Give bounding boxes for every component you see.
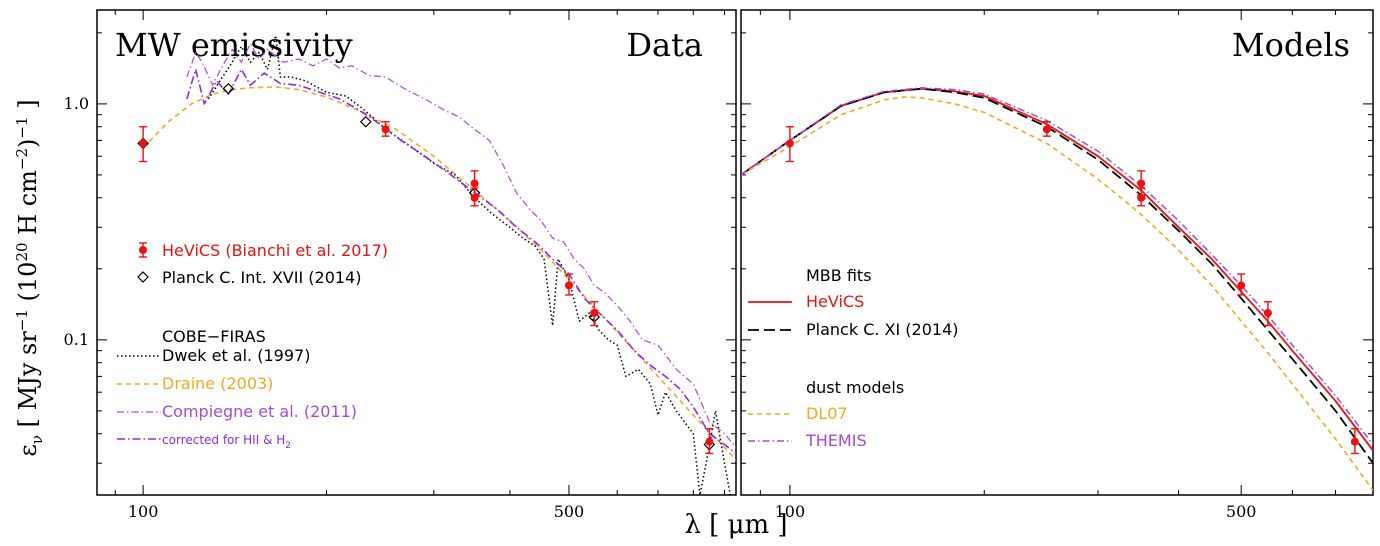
legend-planck-diamond xyxy=(137,271,149,283)
right-hevics-point xyxy=(1137,193,1146,202)
right-x-tick-label: 100 xyxy=(775,502,806,521)
legend-corrected-text: corrected for HII & H xyxy=(162,433,285,447)
left-y-tick-label: 1.0 xyxy=(64,94,89,113)
right-legend: MBB fits HeViCS Planck C. XI (2014) dust mo… xyxy=(748,266,959,450)
legend-mbb-planck-label: Planck C. XI (2014) xyxy=(806,320,959,339)
left-planck-diamond xyxy=(359,115,372,128)
legend-planck-label: Planck C. Int. XVII (2014) xyxy=(162,268,361,287)
left-hevics-point xyxy=(470,193,479,202)
legend-compiegne-label: Compiegne et al. (2011) xyxy=(162,402,357,421)
legend-dust-header: dust models xyxy=(806,378,904,397)
left-panel-corner-label: Data xyxy=(626,26,703,64)
left-panel-title: MW emissivity xyxy=(115,26,353,64)
right-series-mbb_planck xyxy=(741,87,1373,464)
left-series-draine xyxy=(142,86,736,461)
right-series-dl07 xyxy=(741,96,1373,491)
left-hevics-point xyxy=(564,281,573,290)
left-series-corrected xyxy=(186,68,736,455)
left-series-compiegne xyxy=(186,43,736,448)
right-panel-corner-label: Models xyxy=(1232,26,1350,64)
right-hevics-point xyxy=(1042,125,1051,134)
right-hevics-point xyxy=(1137,179,1146,188)
left-planck-diamond xyxy=(222,82,235,95)
right-hevics-point xyxy=(1237,281,1246,290)
right-x-tick-label: 500 xyxy=(1226,502,1257,521)
legend-corrected-label: corrected for HII & H2 xyxy=(162,433,291,451)
legend-cobe-header: COBE−FIRAS xyxy=(162,327,266,346)
right-hevics-point xyxy=(785,139,794,148)
right-panel: Models 100 500 MBB fits HeViCS Planck C. XI… xyxy=(740,9,1374,521)
left-panel: MW emissivity Data 100 500 0.1 1.0 HeViCS (… xyxy=(64,9,737,521)
left-y-tick-label: 0.1 xyxy=(64,330,89,349)
right-series-themis xyxy=(741,87,1373,445)
left-plot-frame xyxy=(96,9,737,496)
legend-mbb-hevics-label: HeViCS xyxy=(806,292,864,311)
legend-draine-label: Draine (2003) xyxy=(162,374,273,393)
legend-corrected-subscript: 2 xyxy=(285,441,291,451)
left-hevics-point xyxy=(590,308,599,317)
legend-dwek-label: Dwek et al. (1997) xyxy=(162,346,310,365)
left-hevics-point xyxy=(139,139,148,148)
left-hevics-point xyxy=(470,179,479,188)
right-hevics-point xyxy=(1263,308,1272,317)
left-x-tick-label: 100 xyxy=(128,502,159,521)
left-legend: HeViCS (Bianchi et al. 2017) Planck C. In… xyxy=(117,241,388,451)
legend-dl07-label: DL07 xyxy=(806,404,848,423)
left-series-dwek xyxy=(207,34,732,495)
y-axis-label: εν [ MJy sr−1 (1020 H cm−2)−1 ] xyxy=(13,99,46,456)
left-hevics-point xyxy=(381,125,390,134)
left-hevics-point xyxy=(705,437,714,446)
legend-mbb-header: MBB fits xyxy=(806,266,872,285)
legend-hevics-point xyxy=(139,246,147,254)
legend-themis-label: THEMIS xyxy=(805,431,867,450)
legend-hevics-label: HeViCS (Bianchi et al. 2017) xyxy=(162,241,388,260)
x-axis-label: λ [ μm ] xyxy=(684,510,787,540)
right-hevics-point xyxy=(1350,437,1359,446)
left-x-tick-label: 500 xyxy=(554,502,585,521)
right-plot-frame xyxy=(740,9,1374,496)
